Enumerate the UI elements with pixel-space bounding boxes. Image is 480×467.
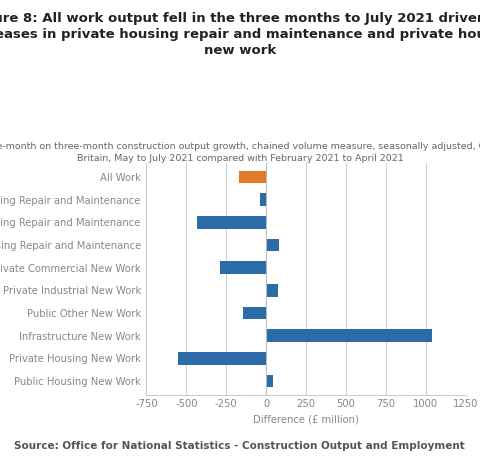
Bar (239, 171, 266, 183)
Bar (243, 307, 266, 319)
X-axis label: Difference (£ million): Difference (£ million) (253, 414, 359, 425)
Text: Source: Office for National Statistics - Construction Output and Employment: Source: Office for National Statistics -… (14, 441, 465, 451)
Bar (179, 352, 266, 365)
Text: Three-month on three-month construction output growth, chained volume measure, s: Three-month on three-month construction … (0, 142, 480, 163)
Bar (266, 329, 432, 342)
Bar (260, 193, 266, 206)
Bar (266, 284, 278, 297)
Bar (197, 216, 266, 229)
Bar (220, 262, 266, 274)
Bar (266, 239, 279, 251)
Text: Figure 8: All work output fell in the three months to July 2021 driven by
decrea: Figure 8: All work output fell in the th… (0, 12, 480, 57)
Bar (266, 375, 273, 387)
